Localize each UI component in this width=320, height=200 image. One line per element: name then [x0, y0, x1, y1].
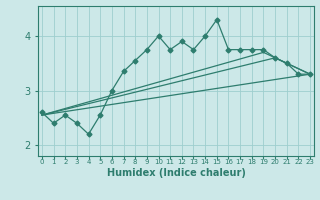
X-axis label: Humidex (Indice chaleur): Humidex (Indice chaleur): [107, 168, 245, 178]
